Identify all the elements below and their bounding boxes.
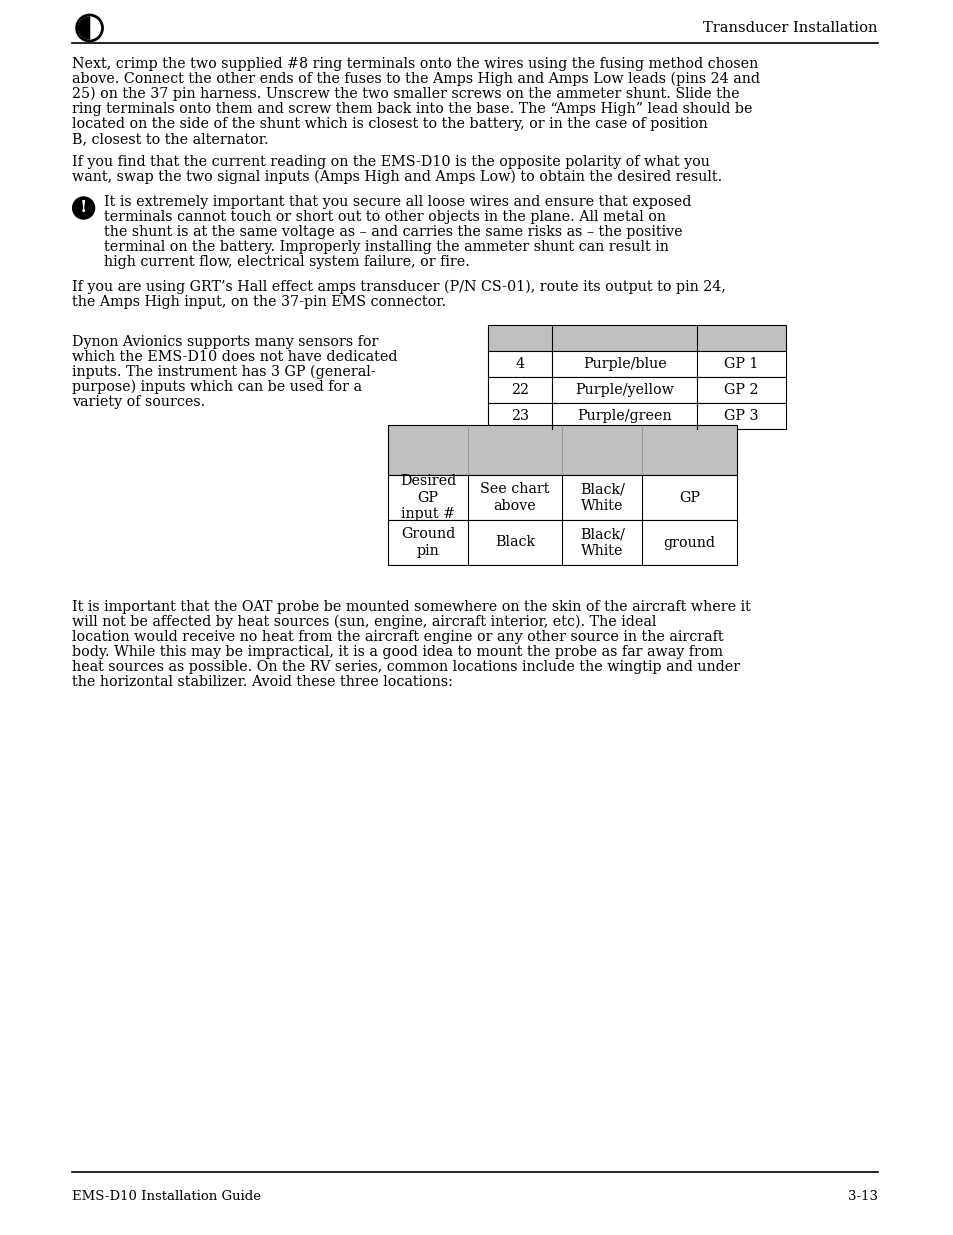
Text: body. While this may be impractical, it is a good idea to mount the probe as far: body. While this may be impractical, it … xyxy=(71,645,722,659)
Text: It is extremely important that you secure all loose wires and ensure that expose: It is extremely important that you secur… xyxy=(104,195,690,209)
Text: location would receive no heat from the aircraft engine or any other source in t: location would receive no heat from the … xyxy=(71,630,722,643)
Text: inputs. The instrument has 3 GP (general-: inputs. The instrument has 3 GP (general… xyxy=(71,366,375,379)
Text: Black: Black xyxy=(495,536,535,550)
Text: 22: 22 xyxy=(511,383,529,396)
Wedge shape xyxy=(78,17,90,40)
Text: See chart
above: See chart above xyxy=(479,483,549,513)
Text: If you find that the current reading on the EMS-D10 is the opposite polarity of : If you find that the current reading on … xyxy=(71,156,709,169)
Circle shape xyxy=(72,198,94,219)
Text: ring terminals onto them and screw them back into the base. The “Amps High” lead: ring terminals onto them and screw them … xyxy=(71,103,751,116)
Text: terminal on the battery. Improperly installing the ammeter shunt can result in: terminal on the battery. Improperly inst… xyxy=(104,240,668,254)
Text: the shunt is at the same voltage as – and carries the same risks as – the positi: the shunt is at the same voltage as – an… xyxy=(104,225,681,240)
FancyBboxPatch shape xyxy=(388,520,736,564)
Text: Transducer Installation: Transducer Installation xyxy=(702,21,877,35)
FancyBboxPatch shape xyxy=(388,425,736,475)
Text: ground: ground xyxy=(662,536,715,550)
Text: Black/
White: Black/ White xyxy=(579,527,624,557)
Text: the Amps High input, on the 37-pin EMS connector.: the Amps High input, on the 37-pin EMS c… xyxy=(71,295,445,309)
Text: located on the side of the shunt which is closest to the battery, or in the case: located on the side of the shunt which i… xyxy=(71,117,707,131)
Text: Dynon Avionics supports many sensors for: Dynon Avionics supports many sensors for xyxy=(71,335,377,350)
Text: GP 1: GP 1 xyxy=(723,357,758,370)
Text: GP: GP xyxy=(678,490,700,505)
FancyBboxPatch shape xyxy=(487,351,785,377)
Text: Black/
White: Black/ White xyxy=(579,483,624,513)
Text: above. Connect the other ends of the fuses to the Amps High and Amps Low leads (: above. Connect the other ends of the fus… xyxy=(71,72,759,86)
Text: the horizontal stabilizer. Avoid these three locations:: the horizontal stabilizer. Avoid these t… xyxy=(71,676,452,689)
Text: 23: 23 xyxy=(511,409,529,424)
FancyBboxPatch shape xyxy=(487,403,785,429)
Text: Next, crimp the two supplied #8 ring terminals onto the wires using the fusing m: Next, crimp the two supplied #8 ring ter… xyxy=(71,57,757,70)
Text: 4: 4 xyxy=(515,357,524,370)
Text: Purple/green: Purple/green xyxy=(577,409,671,424)
Text: terminals cannot touch or short out to other objects in the plane. All metal on: terminals cannot touch or short out to o… xyxy=(104,210,665,224)
FancyBboxPatch shape xyxy=(487,325,785,351)
Text: Desired
GP
input #: Desired GP input # xyxy=(399,474,456,521)
Text: B, closest to the alternator.: B, closest to the alternator. xyxy=(71,132,268,146)
Text: variety of sources.: variety of sources. xyxy=(71,395,205,409)
Text: will not be affected by heat sources (sun, engine, aircraft interior, etc). The : will not be affected by heat sources (su… xyxy=(71,615,656,630)
Text: GP 2: GP 2 xyxy=(723,383,758,396)
FancyBboxPatch shape xyxy=(388,475,736,520)
Text: EMS-D10 Installation Guide: EMS-D10 Installation Guide xyxy=(71,1191,260,1203)
Text: Purple/yellow: Purple/yellow xyxy=(575,383,674,396)
Text: purpose) inputs which can be used for a: purpose) inputs which can be used for a xyxy=(71,380,361,394)
Text: which the EMS-D10 does not have dedicated: which the EMS-D10 does not have dedicate… xyxy=(71,350,396,364)
Text: want, swap the two signal inputs (Amps High and Amps Low) to obtain the desired : want, swap the two signal inputs (Amps H… xyxy=(71,170,721,184)
Text: If you are using GRT’s Hall effect amps transducer (P/N CS-01), route its output: If you are using GRT’s Hall effect amps … xyxy=(71,280,725,294)
Text: 3-13: 3-13 xyxy=(847,1191,877,1203)
Text: GP 3: GP 3 xyxy=(723,409,758,424)
Text: Ground
pin: Ground pin xyxy=(400,527,455,557)
FancyBboxPatch shape xyxy=(487,377,785,403)
Text: high current flow, electrical system failure, or fire.: high current flow, electrical system fai… xyxy=(104,254,469,269)
Text: It is important that the OAT probe be mounted somewhere on the skin of the aircr: It is important that the OAT probe be mo… xyxy=(71,600,750,614)
Text: Purple/blue: Purple/blue xyxy=(582,357,666,370)
Text: 25) on the 37 pin harness. Unscrew the two smaller screws on the ammeter shunt. : 25) on the 37 pin harness. Unscrew the t… xyxy=(71,86,739,101)
Text: !: ! xyxy=(80,200,88,216)
Text: heat sources as possible. On the RV series, common locations include the wingtip: heat sources as possible. On the RV seri… xyxy=(71,659,739,674)
